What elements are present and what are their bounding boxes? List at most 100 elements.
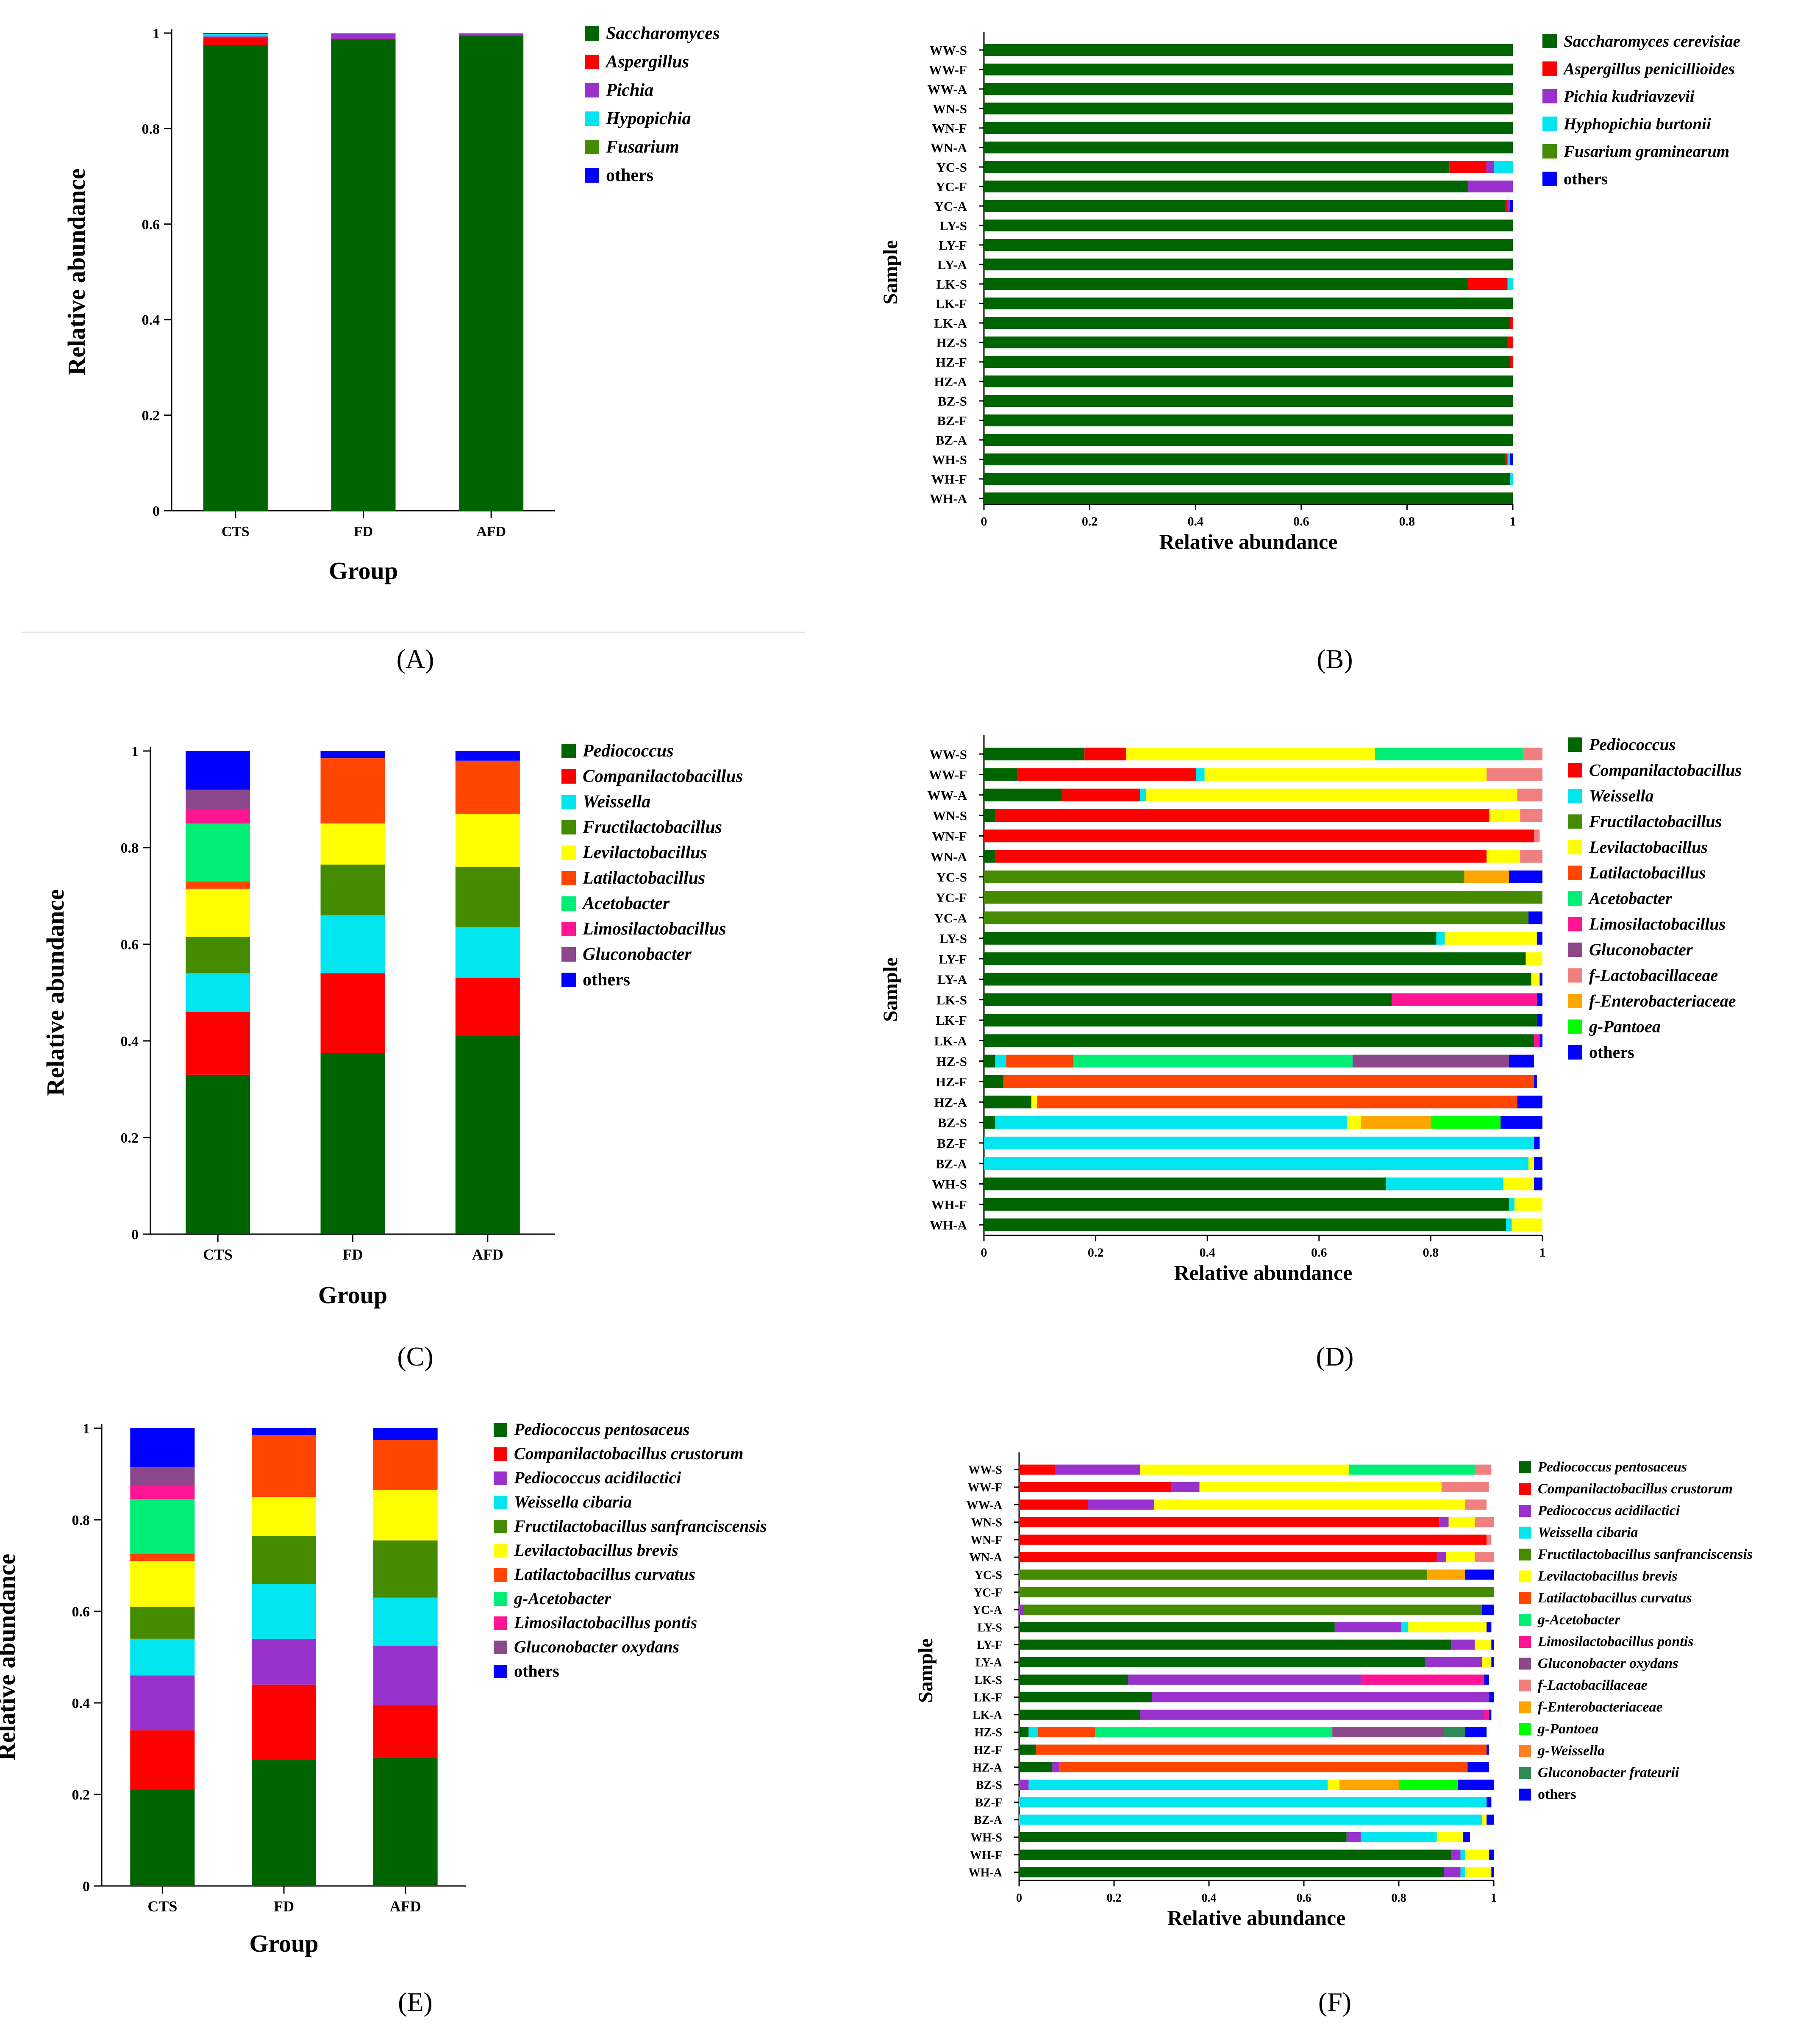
chart-d-ytick-label: LY-S [939,931,967,946]
chart-b-bar-wn-f-saccharomyces-cerevisiae [984,122,1513,134]
chart-b-ytick-label: LK-F [936,296,967,311]
chart-e-xtick-label: AFD [390,1898,421,1915]
chart-f-legend-swatch-pediococcus-acidilactici [1519,1505,1531,1517]
chart-b-bar-wh-s-others [1510,453,1513,465]
chart-c-bar-afd-weissella [455,927,520,978]
chart-e-ytick-label: 0.6 [72,1604,90,1620]
chart-b-bar-ww-a-saccharomyces-cerevisiae [984,83,1513,95]
chart-f-bar-ly-a-levilactobacillus-brevis [1482,1657,1492,1667]
chart-b-ytick-label: BZ-A [936,433,967,448]
chart-b-ytick-label: LY-F [939,238,967,253]
chart-f-bar-wn-a-pediococcus-acidilactici [1437,1552,1446,1563]
chart-d-ytick-label: WW-F [929,768,967,782]
chart-d-xtick-label: 0.6 [1311,1246,1327,1260]
chart-f-legend-swatch-g-weissella [1519,1745,1531,1757]
chart-d-bar-ww-s-companilactobacillus [1084,748,1127,761]
chart-f-xtick-label: 0.2 [1107,1891,1122,1905]
chart-d-bar-ww-s-f-lactobacillaceae [1523,748,1542,761]
chart-b-ytick-label: LK-A [934,316,967,331]
chart-f-ytick-label: WN-F [970,1534,1002,1547]
chart-d-ytick-label: LK-A [934,1034,967,1049]
chart-c-legend-label: Fructilactobacillus [582,818,722,837]
chart-f-legend-label: Gluconobacter frateurii [1538,1765,1679,1780]
chart-e-bar-cts-pediococcus-acidilactici [130,1675,195,1730]
chart-b-bar-ww-f-saccharomyces-cerevisiae [984,64,1513,75]
chart-e-bar-fd-weissella-cibaria [252,1584,316,1639]
chart-f-bar-ww-a-f-lactobacillaceae [1465,1499,1487,1510]
chart-f-bar-yc-s-fructilactobacillus-sanfranciscensis [1019,1569,1428,1580]
chart-b-ytick-label: YC-F [936,179,967,194]
chart-c-bar-fd-companilactobacillus [320,973,385,1053]
chart-b-bar-yc-a-others [1510,200,1513,212]
chart-c-legend-label: Companilactobacillus [583,767,743,786]
chart-b-bar-ly-a-saccharomyces-cerevisiae [984,259,1513,270]
chart-a-ytick-label: 0 [153,503,160,519]
chart-f-bar-wn-s-levilactobacillus-brevis [1448,1517,1475,1527]
chart-f-ytick-label: LK-S [975,1674,1002,1687]
chart-d-bar-wh-s-others [1534,1177,1542,1190]
chart-e-legend-swatch-fructilactobacillus-sanfranciscensis [494,1520,507,1533]
chart-d-bar-bz-a-weissella [984,1157,1529,1170]
chart-b-ytick-label: BZ-S [938,394,967,409]
chart-b-ytick-label: WH-S [932,452,967,467]
chart-b-bar-hz-f-aspergillus-penicillioides [1510,356,1513,368]
chart-e-legend-swatch-companilactobacillus-crustorum [494,1447,507,1461]
chart-d-bar-ly-s-levilactobacillus [1445,932,1537,945]
chart-d-bar-wn-s-f-lactobacillaceae [1520,809,1542,822]
chart-e-x-axis-title: Group [249,1930,318,1957]
chart-b-ytick-label: BZ-F [937,413,967,428]
chart-d-legend-swatch-limosilactobacillus [1568,917,1582,932]
chart-b-legend-label: Aspergillus penicillioides [1562,60,1735,78]
chart-d-legend-label: Weissella [1589,786,1654,805]
chart-d-bar-ly-s-pediococcus [984,932,1437,945]
chart-d-ytick-label: WN-A [931,849,967,864]
chart-c-bar-cts-limosilactobacillus [186,809,250,823]
chart-d-ytick-label: WH-S [932,1177,967,1192]
chart-c-bar-cts-pediococcus [186,1074,250,1234]
chart-e-legend-swatch-others [494,1665,507,1678]
chart-a-legend-swatch-hypopichia [585,111,599,126]
chart-f-bar-ly-s-pediococcus-acidilactici [1334,1622,1401,1633]
chart-f-bar-bz-s-f-enterobacteriaceae [1339,1780,1399,1790]
chart-d-bar-bz-s-f-enterobacteriaceae [1361,1116,1431,1129]
chart-f-y-axis-title: Sample [914,1638,937,1703]
chart-c-bar-fd-weissella [320,915,385,973]
chart-f-ytick-label: WW-F [968,1481,1002,1494]
chart-d-bar-wh-f-weissella [1509,1198,1515,1211]
chart-d-bar-hz-a-latilactobacillus [1037,1096,1517,1109]
chart-f-bar-bz-s-weissella-cibaria [1028,1780,1328,1790]
chart-b-bar-wn-a-saccharomyces-cerevisiae [984,142,1513,153]
chart-f-ytick-label: LK-A [973,1709,1003,1722]
chart-a-panel-label: (A) [397,644,434,674]
chart-c-legend-label: others [583,970,630,990]
chart-a-bar-cts-saccharomyces [203,45,268,511]
chart-a: 0 0.2 0.4 0.6 0.8 1 CTS FD AFD Relative abundance… [63,24,720,674]
chart-d-bar-ww-a-pediococcus [984,788,1062,801]
chart-d-legend-swatch-f-enterobacteriaceae [1568,994,1582,1008]
chart-f-ytick-label: WH-S [970,1831,1002,1844]
chart-f-ytick-label: HZ-S [975,1726,1002,1739]
chart-f-ytick-label: HZ-A [973,1761,1003,1775]
chart-e-bar-fd-fructilactobacillus-sanfranciscensis [252,1535,316,1584]
chart-f-legend-label: Limosilactobacillus pontis [1537,1634,1693,1649]
chart-f-ytick-label: LY-S [977,1621,1002,1634]
chart-e-legend-swatch-latilactobacillus-curvatus [494,1568,507,1582]
chart-d-bar-hz-s-weissella [995,1054,1006,1068]
chart-a-ytick-label: 1 [153,26,160,42]
chart-f-legend-swatch-latilactobacillus-curvatus [1519,1592,1531,1604]
chart-e-legend-label: Fructilactobacillus sanfranciscensis [514,1516,767,1535]
chart-f-bar-hz-s-weissella-cibaria [1028,1727,1038,1738]
chart-f-legend-label: Levilactobacillus brevis [1537,1569,1678,1584]
chart-f-legend-label: f-Lactobacillaceae [1538,1677,1648,1693]
chart-d-ytick-label: YC-F [936,890,967,905]
chart-d-ytick-label: WW-A [927,788,967,803]
chart-d-bar-bz-s-levilactobacillus [1347,1116,1361,1129]
chart-f-bar-lk-s-limosilactobacillus-pontis [1361,1674,1484,1685]
chart-b-bar-bz-f-saccharomyces-cerevisiae [984,414,1513,426]
chart-d-legend-label: others [1589,1043,1634,1062]
chart-f-legend-swatch-fructilactobacillus-sanfranciscensis [1519,1549,1531,1560]
chart-d-bar-wh-f-pediococcus [984,1198,1509,1211]
chart-d-bar-ww-a-weissella [1140,788,1146,801]
chart-f-ytick-label: BZ-S [976,1779,1002,1792]
chart-e-legend-swatch-gluconobacter-oxydans [494,1641,507,1654]
